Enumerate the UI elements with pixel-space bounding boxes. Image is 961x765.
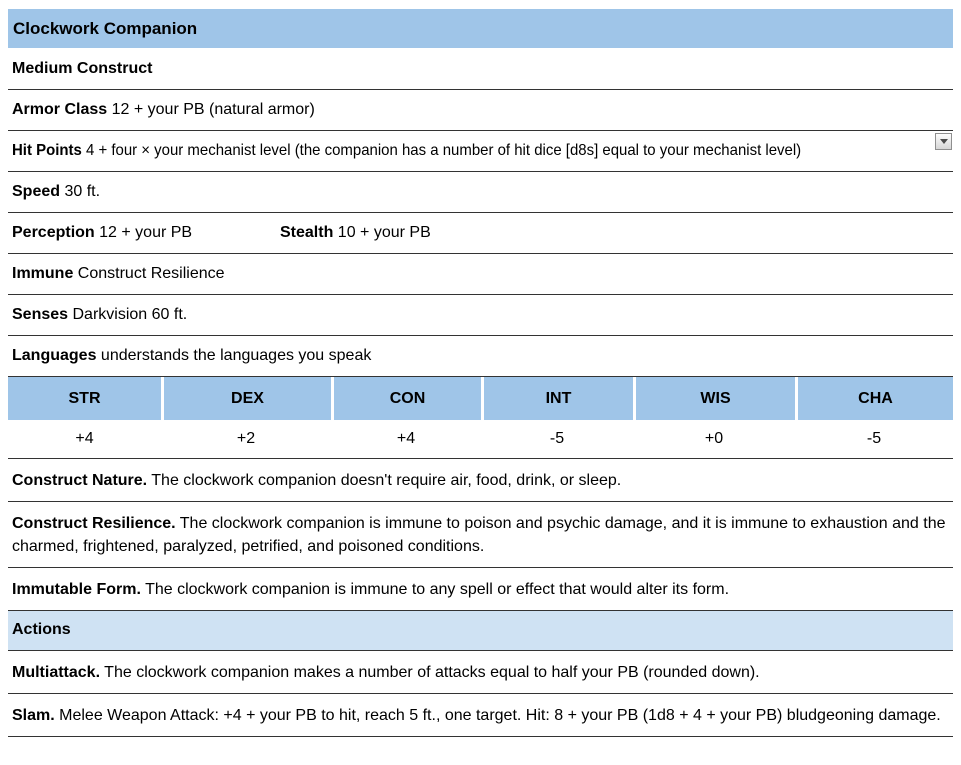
stealth-value: 10 + your PB bbox=[337, 224, 431, 241]
senses-value: Darkvision 60 ft. bbox=[72, 306, 188, 323]
ability-header-str: STR bbox=[8, 377, 161, 420]
immune-value: Construct Resilience bbox=[77, 265, 225, 282]
actions-section-header: Actions bbox=[8, 611, 953, 651]
perception-value: 12 + your PB bbox=[99, 224, 193, 241]
languages-value: understands the languages you speak bbox=[100, 347, 372, 364]
armor-class-row: Armor Class 12 + your PB (natural armor) bbox=[8, 90, 953, 131]
ability-header-int: INT bbox=[481, 377, 633, 420]
hit-points-value: 4 + four × your mechanist level (the com… bbox=[85, 142, 802, 159]
ability-values-row: +4 +2 +4 -5 +0 -5 bbox=[8, 420, 953, 459]
ability-value-cha: -5 bbox=[866, 430, 882, 447]
creature-type: Medium Construct bbox=[12, 60, 153, 77]
page-title: Clockwork Companion bbox=[13, 19, 198, 38]
action-text: Melee Weapon Attack: +4 + your PB to hit… bbox=[59, 707, 941, 724]
senses-label: Senses bbox=[12, 306, 69, 323]
action-name: Multiattack. bbox=[12, 664, 101, 681]
ability-header-wis: WIS bbox=[633, 377, 795, 420]
perception-group: Perception 12 + your PB bbox=[12, 213, 280, 252]
creature-type-row: Medium Construct bbox=[8, 48, 953, 90]
actions-header-label: Actions bbox=[12, 621, 71, 638]
skills-row: Perception 12 + your PB Stealth 10 + your… bbox=[8, 213, 953, 254]
ability-value-int: -5 bbox=[549, 430, 565, 447]
trait-name: Construct Resilience. bbox=[12, 515, 176, 532]
trait-name: Construct Nature. bbox=[12, 472, 148, 489]
hit-points-text: Hit Points 4 + four × your mechanist lev… bbox=[12, 131, 801, 170]
action-text: The clockwork companion makes a number o… bbox=[104, 664, 760, 681]
trait-immutable-form: Immutable Form. The clockwork companion … bbox=[8, 568, 953, 611]
trait-construct-nature: Construct Nature. The clockwork companio… bbox=[8, 459, 953, 502]
ability-header-row: STR DEX CON INT WIS CHA bbox=[8, 377, 953, 420]
languages-row: Languages understands the languages you … bbox=[8, 336, 953, 377]
ability-header-con: CON bbox=[331, 377, 481, 420]
stat-block: Clockwork Companion Medium Construct Arm… bbox=[8, 9, 953, 737]
trait-construct-resilience: Construct Resilience. The clockwork comp… bbox=[8, 502, 953, 568]
trait-name: Immutable Form. bbox=[12, 581, 141, 598]
armor-class-label: Armor Class bbox=[12, 101, 108, 118]
stat-block-title-bar: Clockwork Companion bbox=[8, 9, 953, 48]
ability-value-str: +4 bbox=[75, 430, 94, 447]
trait-text: The clockwork companion doesn't require … bbox=[151, 472, 622, 489]
action-multiattack: Multiattack. The clockwork companion mak… bbox=[8, 651, 953, 694]
hit-points-label: Hit Points bbox=[12, 142, 82, 159]
armor-class-value: 12 + your PB (natural armor) bbox=[111, 101, 315, 118]
ability-header-cha: CHA bbox=[795, 377, 953, 420]
trait-text: The clockwork companion is immune to any… bbox=[145, 581, 730, 598]
hit-dice-dropdown-button[interactable] bbox=[935, 133, 952, 150]
ability-value-wis: +0 bbox=[704, 430, 724, 447]
immunities-row: Immune Construct Resilience bbox=[8, 254, 953, 295]
chevron-down-icon bbox=[939, 139, 948, 144]
speed-row: Speed 30 ft. bbox=[8, 172, 953, 213]
stealth-label: Stealth bbox=[280, 224, 334, 241]
immune-label: Immune bbox=[12, 265, 74, 282]
action-name: Slam. bbox=[12, 707, 55, 724]
ability-header-dex: DEX bbox=[161, 377, 331, 420]
languages-label: Languages bbox=[12, 347, 97, 364]
action-slam: Slam. Melee Weapon Attack: +4 + your PB … bbox=[8, 694, 953, 737]
hit-points-row: Hit Points 4 + four × your mechanist lev… bbox=[8, 131, 953, 172]
ability-value-dex: +2 bbox=[236, 430, 256, 447]
speed-value: 30 ft. bbox=[64, 183, 101, 200]
senses-row: Senses Darkvision 60 ft. bbox=[8, 295, 953, 336]
perception-label: Perception bbox=[12, 224, 95, 241]
ability-value-con: +4 bbox=[396, 430, 416, 447]
trait-text: The clockwork companion is immune to poi… bbox=[12, 515, 946, 555]
speed-label: Speed bbox=[12, 183, 61, 200]
